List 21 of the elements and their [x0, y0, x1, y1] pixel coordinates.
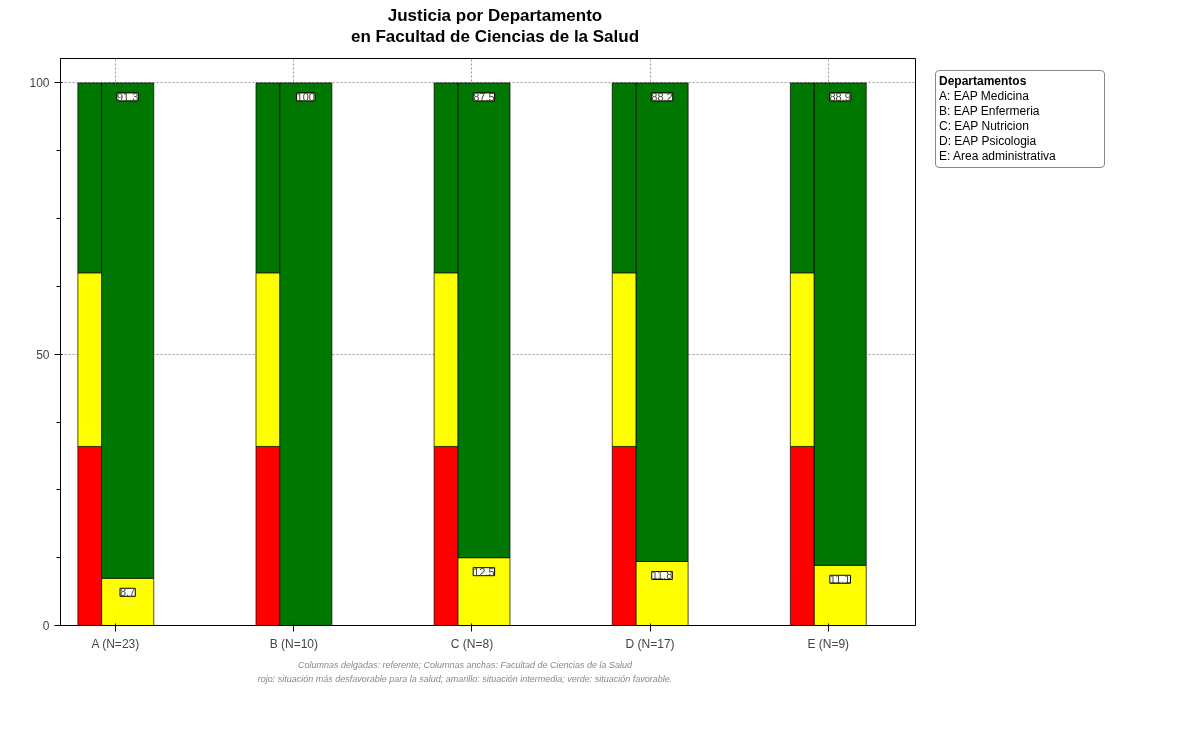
y-tick-label: 0 — [42, 618, 50, 633]
data-label: 11.1 — [829, 572, 851, 585]
text: B: EAP Enfermeria — [939, 104, 1040, 118]
data-label: 12.5 — [473, 565, 495, 578]
y-tick-label: 50 — [36, 347, 50, 362]
data-label: 11.8 — [651, 568, 673, 581]
x-tick-label: C (N=8) — [450, 636, 494, 650]
legend-title: Departamentos — [939, 74, 1027, 88]
x-tick-label: A (N=23) — [91, 636, 140, 650]
text: E: Area administrativa — [939, 149, 1056, 163]
text: C: EAP Nutricion — [939, 119, 1029, 133]
text: Columnas delgadas: referente; Columnas anchas: Facultad de Ciencias de la Salud — [297, 659, 633, 670]
x-tick-label: B (N=10) — [269, 636, 319, 650]
x-tick-label: E (N=9) — [807, 636, 850, 650]
x-tick-label: D (N=17) — [625, 636, 675, 650]
chart-title: Justicia por Departamento en Facultad de Ciencias de la Salud — [350, 5, 640, 48]
text: A: EAP Medicina — [939, 89, 1029, 103]
data-label: 87.5 — [473, 90, 495, 103]
text: rojo: situación más desfavorable para la salud; amarillo: situación intermedia; verde: situación favorable. — [257, 673, 673, 684]
y-tick-label: 100 — [29, 75, 50, 90]
text: D: EAP Psicologia — [939, 134, 1037, 148]
